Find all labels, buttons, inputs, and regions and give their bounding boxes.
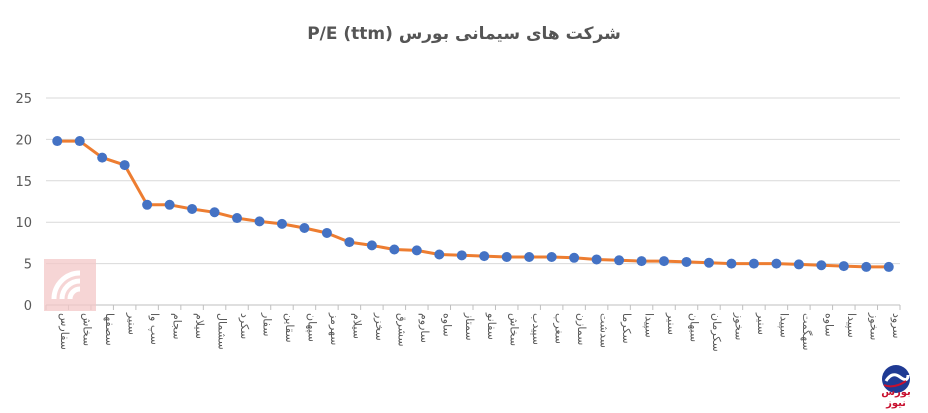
data-point bbox=[793, 259, 804, 270]
x-tick-label: سپیدا bbox=[643, 313, 656, 338]
x-tick-label: سشرق bbox=[395, 313, 408, 347]
data-point bbox=[726, 258, 737, 269]
y-tick-label: 10 bbox=[15, 216, 32, 231]
data-point bbox=[74, 136, 85, 147]
x-tick-label: سقاین bbox=[283, 313, 296, 343]
data-point bbox=[816, 260, 827, 271]
data-point bbox=[501, 251, 512, 262]
y-axis-ticks: 0 5 10 15 20 25 bbox=[15, 92, 32, 314]
x-tick-label: سکرمان bbox=[710, 313, 723, 352]
data-point bbox=[276, 218, 287, 229]
data-point bbox=[883, 261, 894, 272]
data-point bbox=[456, 250, 467, 261]
data-point bbox=[659, 256, 670, 267]
data-point bbox=[366, 240, 377, 251]
x-tick-label: سنیر bbox=[665, 312, 678, 335]
x-tick-label: سخزر bbox=[373, 312, 386, 341]
data-point bbox=[838, 261, 849, 272]
x-tick-label: سهرمز bbox=[328, 312, 341, 345]
x-tick-label: سنیر bbox=[755, 312, 768, 335]
x-tick-label: سخوز bbox=[732, 312, 745, 340]
data-point bbox=[52, 136, 63, 147]
x-tick-label: سیلام bbox=[350, 313, 363, 339]
gridlines bbox=[46, 97, 900, 306]
data-point bbox=[187, 203, 198, 214]
x-tick-label: سپیدب bbox=[530, 313, 543, 345]
data-point bbox=[748, 258, 759, 269]
x-axis-tick-marks bbox=[45, 305, 901, 310]
x-tick-label: سیلام bbox=[193, 313, 206, 339]
data-point bbox=[524, 251, 535, 262]
x-tick-label: سنیر bbox=[126, 312, 139, 335]
data-point bbox=[232, 213, 243, 224]
y-tick-label: 15 bbox=[15, 175, 32, 190]
x-tick-label: سشمال bbox=[216, 313, 229, 350]
x-tick-label: ساروم bbox=[418, 313, 431, 343]
data-point bbox=[321, 227, 332, 238]
x-tick-label: سکرد bbox=[238, 313, 251, 339]
x-tick-label: سمازن bbox=[575, 313, 588, 345]
x-tick-label: ساوه bbox=[822, 313, 835, 337]
x-tick-label: سفانو bbox=[485, 312, 498, 340]
brand-name: بورس نیوز bbox=[881, 387, 911, 409]
brand-swirl-icon bbox=[882, 365, 910, 393]
y-tick-label: 25 bbox=[15, 92, 32, 107]
x-tick-label: سمتاز bbox=[463, 312, 476, 341]
y-tick-label: 0 bbox=[24, 299, 32, 314]
x-axis-labels: سفارس سخاش سصفها سنیر سپ وا سجام سیلام سشمال سکر… bbox=[58, 312, 903, 352]
data-point bbox=[411, 245, 422, 256]
x-tick-label: سکرما bbox=[620, 313, 633, 344]
x-tick-label: سهگمت bbox=[800, 313, 813, 351]
data-point bbox=[479, 251, 490, 262]
data-point bbox=[119, 160, 130, 171]
x-tick-label: سصفها bbox=[103, 313, 116, 346]
x-tick-label: سپیدا bbox=[777, 313, 790, 338]
data-point bbox=[591, 254, 602, 265]
brand-logo: بورس نیوز bbox=[870, 363, 922, 409]
data-point bbox=[142, 199, 153, 210]
x-tick-label: سخوز bbox=[867, 312, 880, 340]
x-tick-label: سخاش bbox=[81, 313, 94, 346]
x-tick-label: سفار bbox=[261, 312, 274, 336]
chart-title: P/E (ttm) شرکت های سیمانی بورس bbox=[307, 24, 621, 44]
data-point bbox=[569, 252, 580, 263]
pe-series-line bbox=[57, 139, 889, 269]
x-tick-label: ساوه bbox=[440, 313, 453, 337]
x-tick-label: سپیدا bbox=[845, 313, 858, 338]
y-tick-label: 20 bbox=[15, 133, 32, 148]
data-point bbox=[636, 256, 647, 267]
data-point bbox=[97, 152, 108, 163]
data-point bbox=[434, 249, 445, 260]
x-tick-label: سپ وا bbox=[148, 313, 161, 345]
watermark-logo-icon bbox=[44, 259, 96, 311]
x-tick-label: سخاش bbox=[508, 313, 521, 346]
data-point bbox=[546, 251, 557, 262]
data-point bbox=[614, 255, 625, 266]
data-point bbox=[861, 261, 872, 272]
data-point bbox=[703, 257, 714, 268]
y-tick-label: 5 bbox=[24, 258, 32, 273]
data-point bbox=[209, 207, 220, 218]
x-tick-label: سدشت bbox=[598, 313, 611, 348]
data-point bbox=[254, 216, 265, 227]
data-point bbox=[299, 222, 310, 233]
data-point bbox=[389, 244, 400, 255]
x-tick-label: سپهان bbox=[305, 313, 318, 342]
series-line bbox=[57, 139, 889, 269]
x-tick-label: سرود bbox=[890, 313, 903, 339]
x-tick-label: سبهان bbox=[688, 313, 701, 342]
series-points bbox=[52, 136, 894, 272]
data-point bbox=[681, 256, 692, 267]
data-point bbox=[771, 258, 782, 269]
data-point bbox=[164, 199, 175, 210]
x-tick-label: سجام bbox=[171, 313, 184, 339]
x-tick-label: سغرب bbox=[553, 313, 566, 344]
x-tick-label: سفارس bbox=[58, 313, 71, 350]
data-point bbox=[344, 237, 355, 248]
